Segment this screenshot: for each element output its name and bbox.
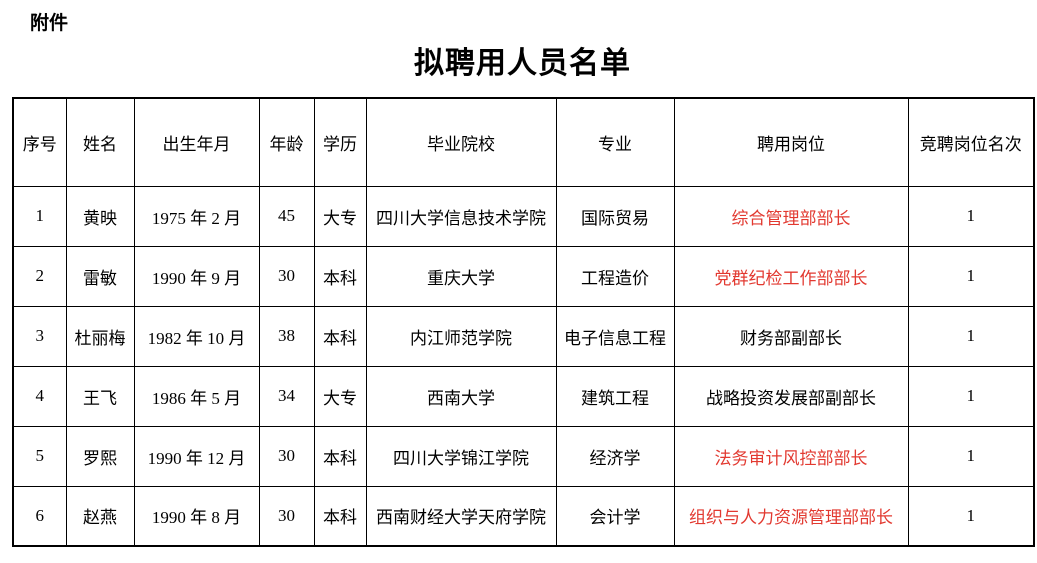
column-header-index: 序号 [12,97,67,187]
cell-rank: 1 [907,185,1035,247]
cell-birthdate: 1975 年 2 月 [133,185,260,247]
cell-position: 组织与人力资源管理部部长 [673,485,909,547]
cell-education: 大专 [313,185,367,247]
cell-major: 经济学 [555,425,675,487]
cell-name: 赵燕 [65,485,135,547]
cell-school: 西南大学 [365,365,557,427]
column-header-birthdate: 出生年月 [133,97,260,187]
cell-index: 5 [12,425,67,487]
cell-index: 3 [12,305,67,367]
cell-index: 2 [12,245,67,307]
column-header-name: 姓名 [65,97,135,187]
cell-education: 本科 [313,485,367,547]
cell-position: 党群纪检工作部部长 [673,245,909,307]
table-row: 4 王飞 1986 年 5 月 34 大专 西南大学 建筑工程 战略投资发展部副… [12,365,1035,427]
cell-major: 建筑工程 [555,365,675,427]
cell-name: 黄映 [65,185,135,247]
cell-position: 综合管理部部长 [673,185,909,247]
column-header-position: 聘用岗位 [673,97,909,187]
cell-name: 王飞 [65,365,135,427]
table-row: 3 杜丽梅 1982 年 10 月 38 本科 内江师范学院 电子信息工程 财务… [12,305,1035,367]
cell-age: 45 [258,185,315,247]
attachment-label: 附件 [30,13,69,34]
cell-rank: 1 [907,365,1035,427]
cell-major: 电子信息工程 [555,305,675,367]
cell-school: 四川大学锦江学院 [365,425,557,487]
cell-major: 会计学 [555,485,675,547]
cell-school: 西南财经大学天府学院 [365,485,557,547]
cell-age: 30 [258,425,315,487]
cell-name: 雷敏 [65,245,135,307]
column-header-major: 专业 [555,97,675,187]
table-row: 5 罗熙 1990 年 12 月 30 本科 四川大学锦江学院 经济学 法务审计… [12,425,1035,487]
cell-major: 工程造价 [555,245,675,307]
cell-education: 本科 [313,305,367,367]
cell-education: 本科 [313,245,367,307]
cell-position: 财务部副部长 [673,305,909,367]
cell-birthdate: 1990 年 8 月 [133,485,260,547]
cell-age: 34 [258,365,315,427]
table-row: 2 雷敏 1990 年 9 月 30 本科 重庆大学 工程造价 党群纪检工作部部… [12,245,1035,307]
cell-major: 国际贸易 [555,185,675,247]
cell-rank: 1 [907,425,1035,487]
cell-name: 罗熙 [65,425,135,487]
cell-name: 杜丽梅 [65,305,135,367]
cell-index: 4 [12,365,67,427]
page-title: 拟聘用人员名单 [414,47,631,80]
column-header-school: 毕业院校 [365,97,557,187]
cell-education: 本科 [313,425,367,487]
roster-table: 序号 姓名 出生年月 年龄 学历 毕业院校 专业 聘用岗位 竞聘岗位名次 1 黄… [12,97,1035,547]
cell-index: 6 [12,485,67,547]
cell-birthdate: 1990 年 9 月 [133,245,260,307]
cell-school: 重庆大学 [365,245,557,307]
cell-birthdate: 1986 年 5 月 [133,365,260,427]
cell-birthdate: 1990 年 12 月 [133,425,260,487]
column-header-education: 学历 [313,97,367,187]
cell-position: 法务审计风控部部长 [673,425,909,487]
cell-education: 大专 [313,365,367,427]
cell-birthdate: 1982 年 10 月 [133,305,260,367]
cell-rank: 1 [907,485,1035,547]
column-header-age: 年龄 [258,97,315,187]
table-header-row: 序号 姓名 出生年月 年龄 学历 毕业院校 专业 聘用岗位 竞聘岗位名次 [12,97,1035,187]
cell-rank: 1 [907,305,1035,367]
cell-school: 内江师范学院 [365,305,557,367]
table-row: 1 黄映 1975 年 2 月 45 大专 四川大学信息技术学院 国际贸易 综合… [12,185,1035,247]
column-header-rank: 竞聘岗位名次 [907,97,1035,187]
table-row: 6 赵燕 1990 年 8 月 30 本科 西南财经大学天府学院 会计学 组织与… [12,485,1035,547]
cell-age: 38 [258,305,315,367]
cell-position: 战略投资发展部副部长 [673,365,909,427]
cell-age: 30 [258,485,315,547]
cell-age: 30 [258,245,315,307]
cell-school: 四川大学信息技术学院 [365,185,557,247]
cell-rank: 1 [907,245,1035,307]
cell-index: 1 [12,185,67,247]
